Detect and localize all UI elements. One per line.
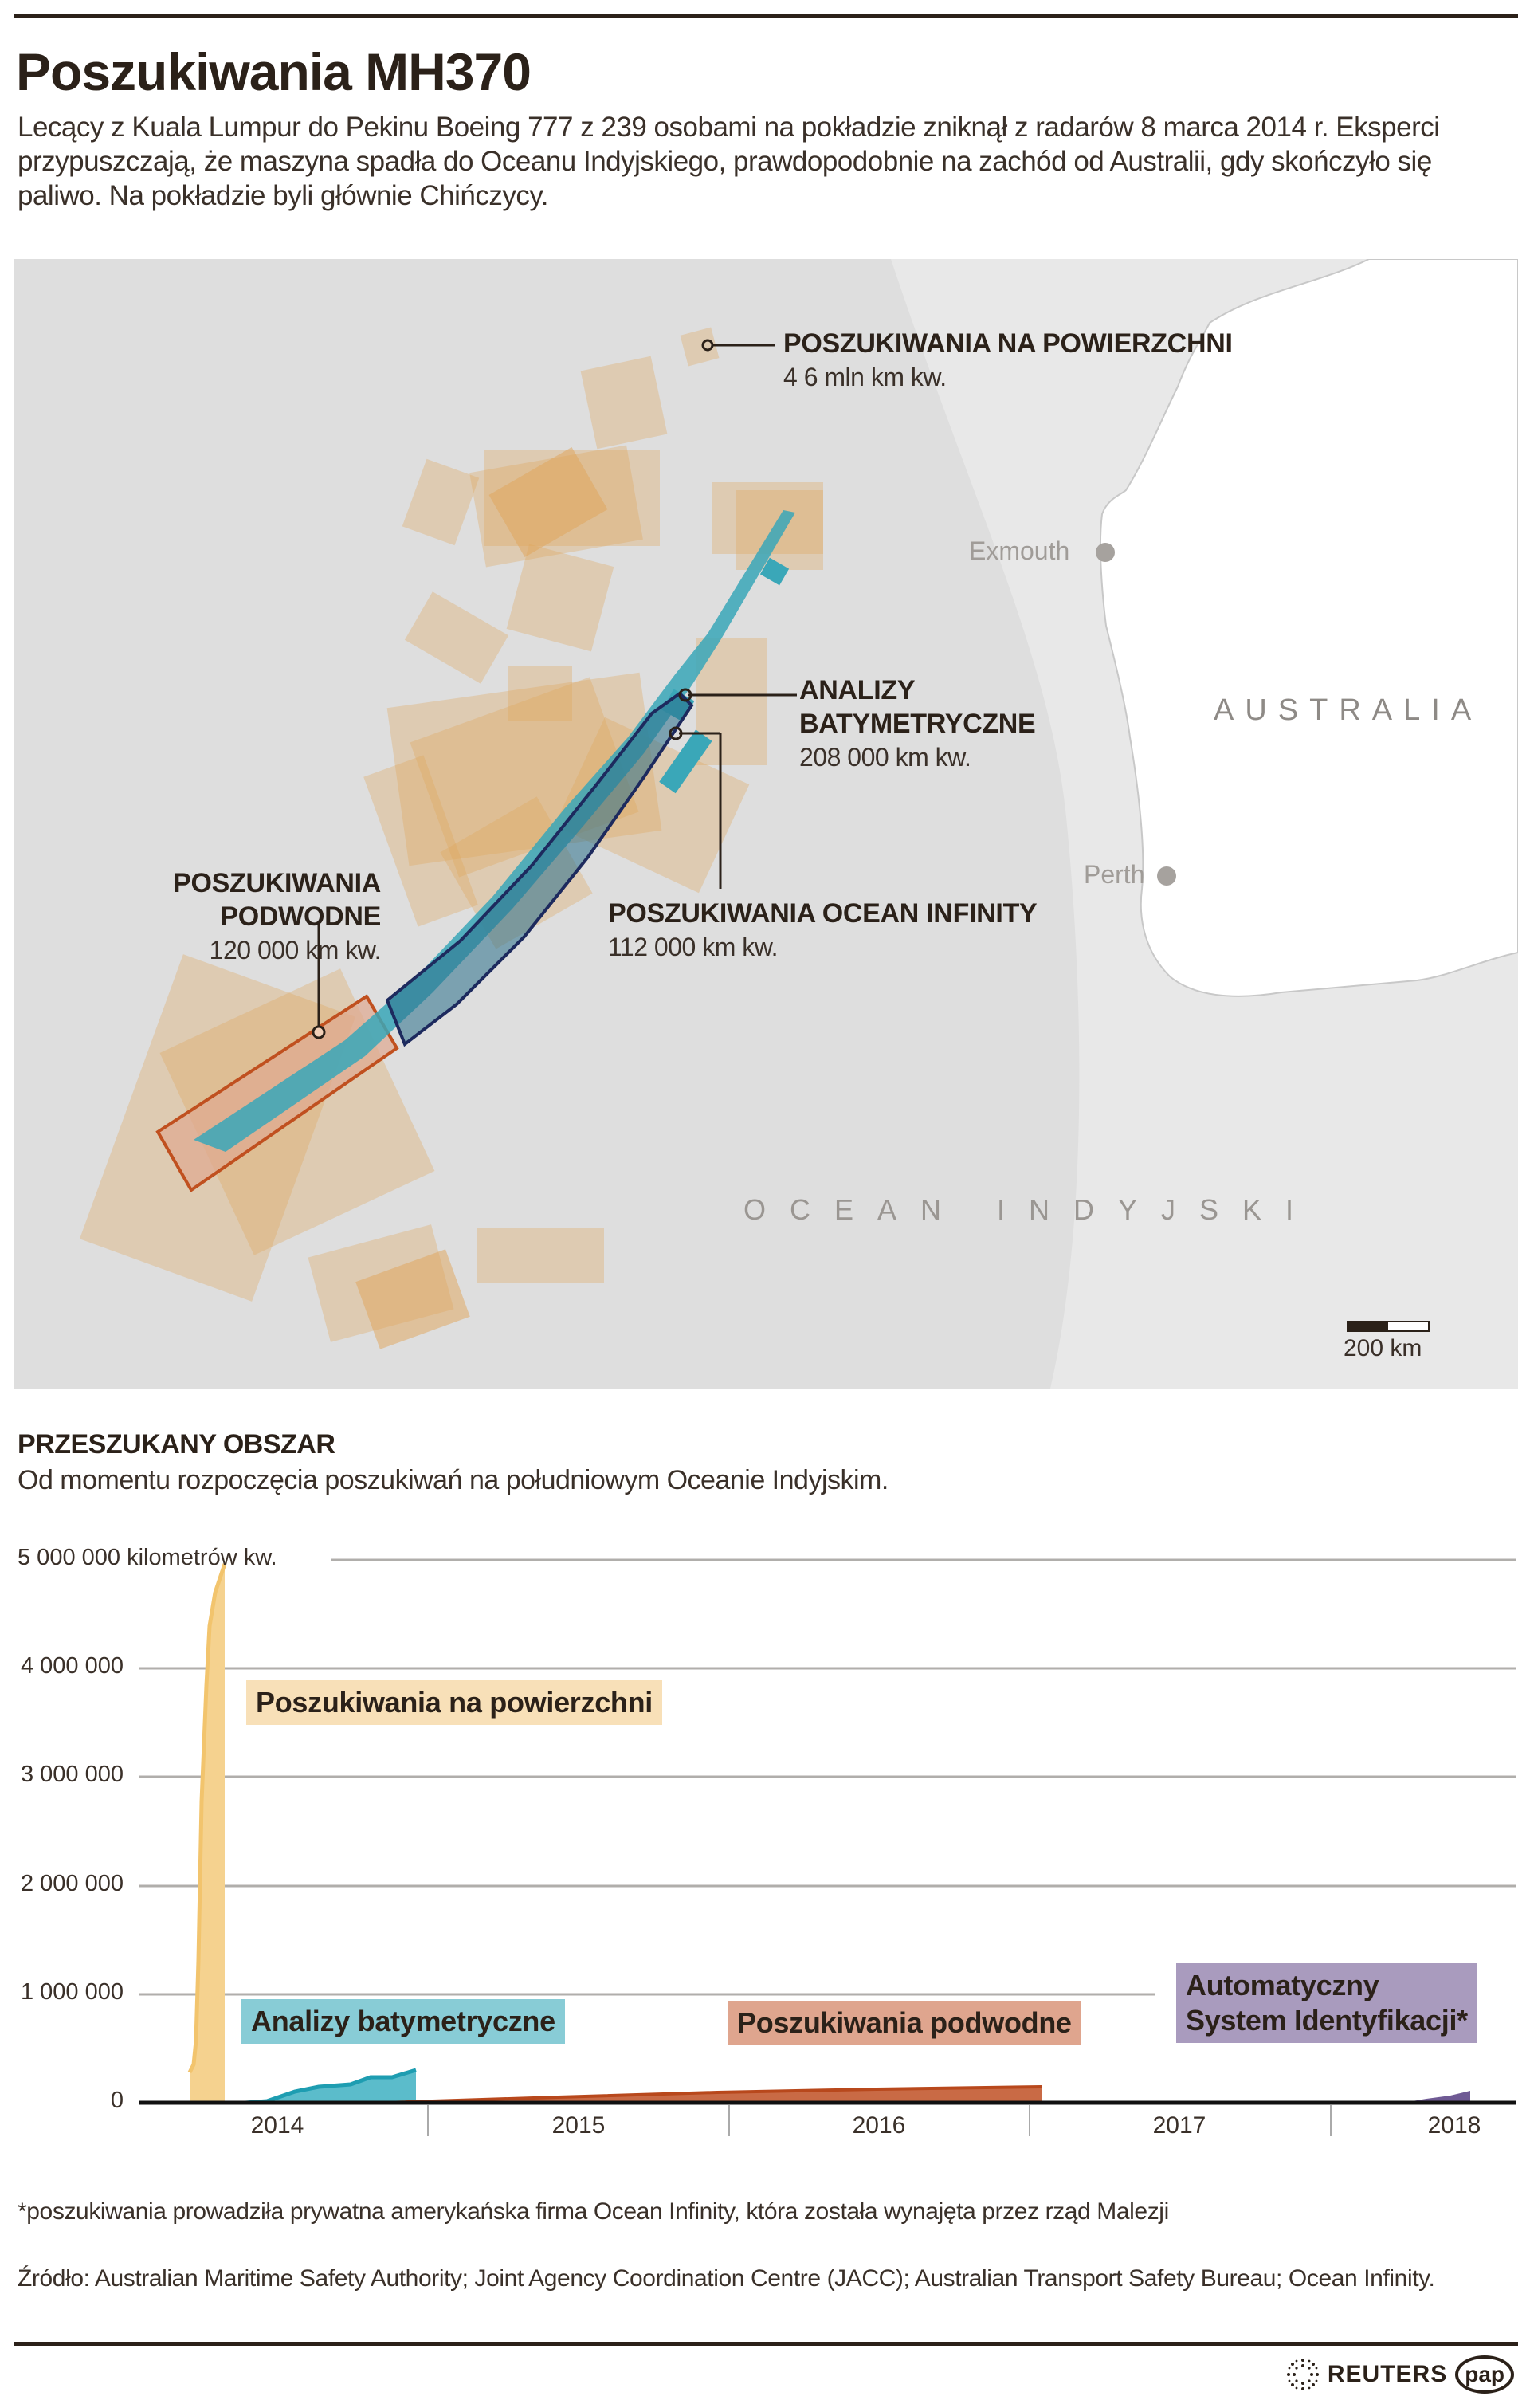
year-separators: [427, 2105, 1332, 2136]
bathymetry-patch: [659, 729, 712, 794]
y-tick-2m: 2 000 000: [20, 1871, 124, 1896]
x-tick-2014: 2014: [250, 2112, 304, 2139]
search-map: POSZUKIWANIA NA POWIERZCHNI 4 6 mln km k…: [14, 259, 1518, 1389]
leader-lines: [317, 344, 797, 1028]
pap-logo: pap: [1455, 2355, 1514, 2394]
source-text: Źródło: Australian Maritime Safety Autho…: [18, 2265, 1435, 2292]
y-tick-5m: 5 000 000 kilometrów kw.: [18, 1545, 277, 1570]
city-perth: Perth: [1084, 860, 1145, 889]
ocean-infinity-label-title: POSZUKIWANIA OCEAN INFINITY: [608, 898, 1038, 929]
area-chart: 5 000 000 kilometrów kw. 4 000 000 3 000…: [0, 1514, 1530, 2139]
reuters-logo-text: REUTERS: [1327, 2361, 1448, 2387]
label-ais: Automatyczny System Identyfikacji*: [1176, 1963, 1477, 2043]
page-title: Poszukiwania MH370: [16, 42, 532, 101]
surface-label-title: POSZUKIWANIA NA POWIERZCHNI: [783, 328, 1233, 359]
region-label-australia: AUSTRALIA: [1214, 693, 1483, 727]
x-tick-2017: 2017: [1152, 2112, 1206, 2139]
australia-land: [1099, 259, 1518, 997]
scale-bar: [1347, 1321, 1430, 1332]
y-tick-1m: 1 000 000: [20, 1979, 124, 2005]
bathymetry-patch: [759, 557, 790, 586]
marker-circles: [312, 339, 714, 1039]
bathymetry-label-value: 208 000 km kw.: [799, 743, 971, 772]
gridlines: [139, 1558, 1516, 1996]
series-ais: [1402, 2091, 1470, 2103]
y-tick-4m: 4 000 000: [20, 1653, 124, 1679]
bathymetry-label-line2: BATYMETRYCZNE: [799, 709, 1036, 739]
reuters-logo-icon: [1286, 2359, 1319, 2390]
label-underwater: Poszukiwania podwodne: [728, 2001, 1081, 2045]
underwater-label-value: 120 000 km kw.: [209, 936, 382, 964]
y-tick-0: 0: [110, 2088, 124, 2113]
chart-title: PRZESZUKANY OBSZAR: [18, 1429, 335, 1459]
bathymetry-label-line1: ANALIZY: [799, 675, 916, 705]
logos: REUTERS pap: [1286, 2355, 1514, 2394]
city-dot-perth: [1157, 866, 1176, 886]
underwater-label-line1: POSZUKIWANIA: [173, 868, 381, 898]
footnote: *poszukiwania prowadziła prywatna ameryk…: [18, 2198, 1169, 2225]
city-exmouth: Exmouth: [969, 536, 1070, 565]
ocean-infinity-area: [385, 691, 694, 1047]
underwater-label-line2: PODWODNE: [220, 902, 381, 932]
y-tick-3m: 3 000 000: [20, 1762, 124, 1787]
intro-text: Lecący z Kuala Lumpur do Pekinu Boeing 7…: [18, 112, 1440, 211]
label-surface: Poszukiwania na powierzchni: [246, 1680, 663, 1725]
ocean-label: OCEAN INDYJSKI: [743, 1193, 1318, 1226]
label-ais-line2: System Identyfikacji*: [1186, 2004, 1468, 2037]
chart-subtitle: Od momentu rozpoczęcia poszukiwań na poł…: [18, 1465, 889, 1495]
surface-label-value: 4 6 mln km kw.: [783, 363, 947, 391]
top-rule: [14, 14, 1518, 18]
scale-label: 200 km: [1344, 1335, 1422, 1361]
x-tick-2018: 2018: [1427, 2112, 1481, 2139]
chart-plot: [139, 1558, 1516, 2136]
bottom-rule: [14, 2342, 1518, 2346]
ocean-infinity-label-value: 112 000 km kw.: [608, 933, 778, 961]
x-tick-2015: 2015: [551, 2112, 606, 2139]
map-graphic: [14, 259, 1518, 1389]
city-dot-exmouth: [1096, 543, 1115, 562]
label-ais-line1: Automatyczny: [1186, 1969, 1379, 2001]
x-tick-2016: 2016: [852, 2112, 906, 2139]
label-bathymetry: Analizy batymetryczne: [241, 1999, 565, 2044]
